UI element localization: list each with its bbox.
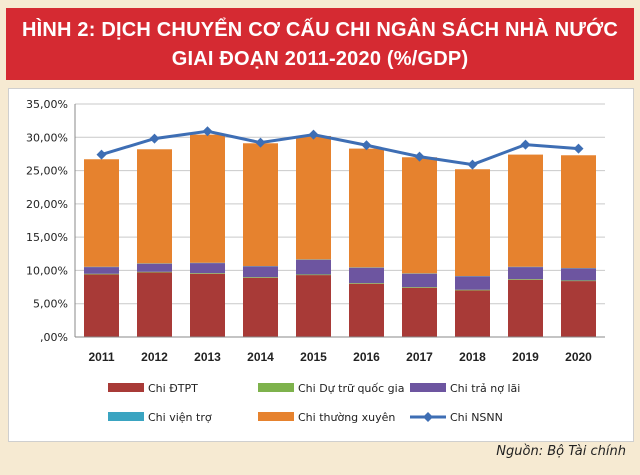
bar-du_tru	[190, 273, 225, 274]
bar-tra_no	[402, 273, 437, 288]
chart-title-line2: GIAI ĐOẠN 2011-2020 (%/GDP)	[171, 48, 469, 70]
legend-label: Chi thường xuyên	[298, 411, 395, 424]
bar-dtpt	[349, 283, 384, 337]
line-point	[202, 126, 213, 137]
bar-dtpt	[137, 272, 172, 337]
x-tick-label: 2011	[88, 350, 114, 364]
bar-dtpt	[561, 281, 596, 337]
bar-thuong_xuyen	[402, 157, 437, 274]
legend-swatch-vien_tro	[108, 412, 144, 421]
legend-label: Chi Dự trữ quốc gia	[298, 382, 404, 395]
bar-dtpt	[508, 279, 543, 337]
legend-marker	[423, 412, 433, 422]
line-point	[96, 149, 107, 160]
x-tick-label: 2016	[353, 350, 380, 364]
bar-thuong_xuyen	[84, 159, 119, 267]
legend-swatch-dtpt	[108, 383, 144, 392]
bar-dtpt	[455, 290, 490, 337]
bar-du_tru	[296, 274, 331, 276]
x-tick-label: 2018	[459, 350, 486, 364]
bar-du_tru	[137, 271, 172, 273]
x-tick-label: 2019	[512, 350, 539, 364]
bar-tra_no	[455, 276, 490, 290]
chart-title-banner: HÌNH 2: DỊCH CHUYỂN CƠ CẤU CHI NGÂN SÁCH…	[6, 8, 634, 80]
line-point	[149, 133, 160, 144]
legend-label: Chi viện trợ	[148, 411, 212, 424]
bar-thuong_xuyen	[561, 155, 596, 269]
legend-swatch-du_tru	[258, 383, 294, 392]
bar-du_tru	[561, 280, 596, 282]
bar-du_tru	[508, 279, 543, 280]
x-tick-label: 2012	[141, 350, 168, 364]
y-tick-label: 15,00%	[26, 231, 68, 244]
line-point	[573, 143, 584, 154]
bar-du_tru	[349, 283, 384, 284]
y-tick-label: 5,00%	[33, 298, 68, 311]
x-tick-label: 2014	[247, 350, 274, 364]
y-tick-label: 30,00%	[26, 131, 68, 144]
bar-thuong_xuyen	[508, 154, 543, 267]
line-point	[255, 137, 266, 148]
bar-dtpt	[243, 277, 278, 337]
bar-tra_no	[137, 263, 172, 272]
bar-tra_no	[190, 263, 225, 274]
legend-label: Chi ĐTPT	[148, 382, 198, 395]
bar-dtpt	[296, 275, 331, 337]
bar-du_tru	[455, 289, 490, 291]
bar-dtpt	[402, 287, 437, 337]
x-tick-label: 2013	[194, 350, 221, 364]
x-tick-label: 2020	[565, 350, 592, 364]
bar-thuong_xuyen	[190, 134, 225, 263]
x-tick-label: 2017	[406, 350, 433, 364]
bar-thuong_xuyen	[349, 148, 384, 268]
legend-swatch-tra_no	[410, 383, 446, 392]
bar-dtpt	[190, 273, 225, 337]
line-point	[361, 140, 372, 151]
y-tick-label: 25,00%	[26, 165, 68, 178]
y-tick-label: 20,00%	[26, 198, 68, 211]
y-tick-label: 35,00%	[26, 98, 68, 111]
bar-du_tru	[243, 277, 278, 278]
line-point	[308, 129, 319, 140]
x-tick-label: 2015	[300, 350, 327, 364]
bar-tra_no	[296, 259, 331, 275]
y-tick-label: 10,00%	[26, 264, 68, 277]
line-point	[520, 139, 531, 150]
legend-label: Chi NSNN	[450, 411, 503, 424]
bar-thuong_xuyen	[137, 149, 172, 264]
legend-label: Chi trả nợ lãi	[450, 382, 520, 395]
bar-thuong_xuyen	[296, 135, 331, 260]
bar-du_tru	[402, 287, 437, 288]
legend-swatch-thuong_xuyen	[258, 412, 294, 421]
bar-tra_no	[508, 267, 543, 280]
line-nsnn	[101, 129, 579, 167]
bar-thuong_xuyen	[455, 169, 490, 277]
line-point	[467, 159, 478, 170]
bar-du_tru	[84, 273, 119, 275]
line-point	[414, 151, 425, 162]
bar-dtpt	[84, 274, 119, 337]
bar-tra_no	[243, 266, 278, 278]
bar-tra_no	[349, 267, 384, 284]
source-note: Nguồn: Bộ Tài chính	[496, 444, 626, 459]
chart-title-line1: HÌNH 2: DỊCH CHUYỂN CƠ CẤU CHI NGÂN SÁCH…	[21, 19, 619, 41]
bar-tra_no	[561, 268, 596, 281]
bar-thuong_xuyen	[243, 143, 278, 267]
bar-tra_no	[84, 267, 119, 274]
y-tick-label: ,00%	[40, 331, 68, 344]
